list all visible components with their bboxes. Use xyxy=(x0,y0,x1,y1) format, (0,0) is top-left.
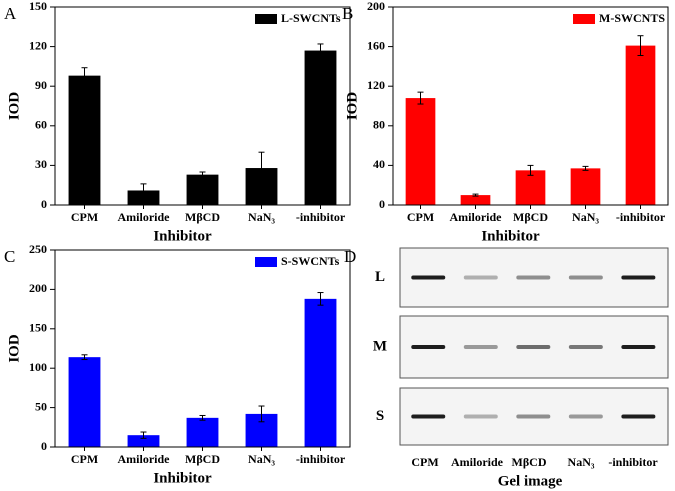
y-axis-label: IOD xyxy=(344,92,360,121)
x-tick-label: -inhibitor xyxy=(296,452,346,466)
gel-band xyxy=(621,345,656,349)
gel-row-label: M xyxy=(373,338,387,354)
panel-label: C xyxy=(4,247,15,266)
x-tick-label: Amiloride xyxy=(118,210,171,224)
y-tick-label: 120 xyxy=(367,78,385,92)
x-tick-label: NaN₃ xyxy=(248,210,275,224)
gel-band xyxy=(463,345,498,349)
y-tick-label: 160 xyxy=(367,38,385,52)
gel-band xyxy=(463,275,498,280)
y-tick-label: 50 xyxy=(35,399,47,413)
bar xyxy=(127,190,160,205)
gel-band xyxy=(516,275,551,280)
x-tick-label: MβCD xyxy=(513,210,548,224)
panel-label: B xyxy=(342,4,353,23)
gel-band xyxy=(411,275,446,280)
gel-band xyxy=(411,414,446,419)
y-tick-label: 40 xyxy=(373,157,385,171)
y-tick-label: 90 xyxy=(35,78,47,92)
x-tick-label: CPM xyxy=(71,452,98,466)
gel-band xyxy=(621,414,656,419)
gel-band xyxy=(621,275,656,280)
bar xyxy=(405,98,436,205)
x-axis-label: Inhibitor xyxy=(481,228,540,244)
bar xyxy=(460,195,491,205)
gel-band xyxy=(411,345,446,349)
y-tick-label: 200 xyxy=(29,281,47,295)
y-tick-label: 0 xyxy=(41,439,47,453)
x-axis-label: Inhibitor xyxy=(153,470,212,486)
legend-swatch xyxy=(255,257,277,267)
x-tick-label: Amiloride xyxy=(450,210,503,224)
gel-lane-label: Amiloride xyxy=(451,455,504,469)
bar xyxy=(570,168,601,205)
x-tick-label: CPM xyxy=(407,210,434,224)
legend-swatch xyxy=(573,14,595,24)
gel-band xyxy=(568,345,603,349)
gel-lane-label: NaN₃ xyxy=(568,455,595,469)
y-tick-label: 120 xyxy=(29,38,47,52)
gel-row-label: S xyxy=(376,408,384,424)
y-axis-label: IOD xyxy=(6,92,22,121)
gel-band xyxy=(463,414,498,419)
y-tick-label: 150 xyxy=(29,0,47,13)
gel-band xyxy=(568,275,603,280)
x-tick-label: CPM xyxy=(71,210,98,224)
y-tick-label: 30 xyxy=(35,157,47,171)
x-tick-label: NaN₃ xyxy=(248,452,275,466)
x-tick-label: MβCD xyxy=(185,210,220,224)
legend-label: M-SWCNTS xyxy=(599,11,665,25)
x-tick-label: NaN₃ xyxy=(572,210,599,224)
y-tick-label: 60 xyxy=(35,118,47,132)
bar xyxy=(186,174,219,205)
gel-row-label: L xyxy=(375,269,385,285)
bar xyxy=(68,357,101,447)
plot-frame xyxy=(392,6,669,206)
y-tick-label: 250 xyxy=(29,242,47,256)
gel-caption: Gel image xyxy=(498,473,563,489)
bar xyxy=(68,75,101,205)
gel-band xyxy=(516,345,551,349)
bar xyxy=(304,50,337,206)
x-tick-label: MβCD xyxy=(185,452,220,466)
gel-lane-label: CPM xyxy=(411,455,438,469)
plot-frame xyxy=(54,6,351,206)
bar xyxy=(625,45,656,205)
gel-lane-label: MβCD xyxy=(512,455,547,469)
y-tick-label: 200 xyxy=(367,0,385,13)
plot-frame xyxy=(54,249,351,448)
bar xyxy=(127,435,160,447)
y-tick-label: 150 xyxy=(29,321,47,335)
y-tick-label: 0 xyxy=(41,197,47,211)
bar xyxy=(304,298,337,447)
panel-label: A xyxy=(4,4,17,23)
x-tick-label: -inhibitor xyxy=(296,210,346,224)
y-axis-label: IOD xyxy=(6,334,22,363)
x-tick-label: -inhibitor xyxy=(616,210,666,224)
gel-band xyxy=(568,414,603,419)
y-tick-label: 80 xyxy=(373,118,385,132)
legend-label: L-SWCNTs xyxy=(281,11,341,25)
bar xyxy=(515,170,546,205)
y-tick-label: 100 xyxy=(29,360,47,374)
legend-label: S-SWCNTs xyxy=(281,254,340,268)
y-tick-label: 0 xyxy=(379,197,385,211)
legend-swatch xyxy=(255,14,277,24)
bar xyxy=(186,417,219,447)
x-tick-label: Amiloride xyxy=(118,452,171,466)
gel-band xyxy=(516,414,551,419)
gel-lane-label: -inhibitor xyxy=(608,455,658,469)
x-axis-label: Inhibitor xyxy=(153,228,212,244)
